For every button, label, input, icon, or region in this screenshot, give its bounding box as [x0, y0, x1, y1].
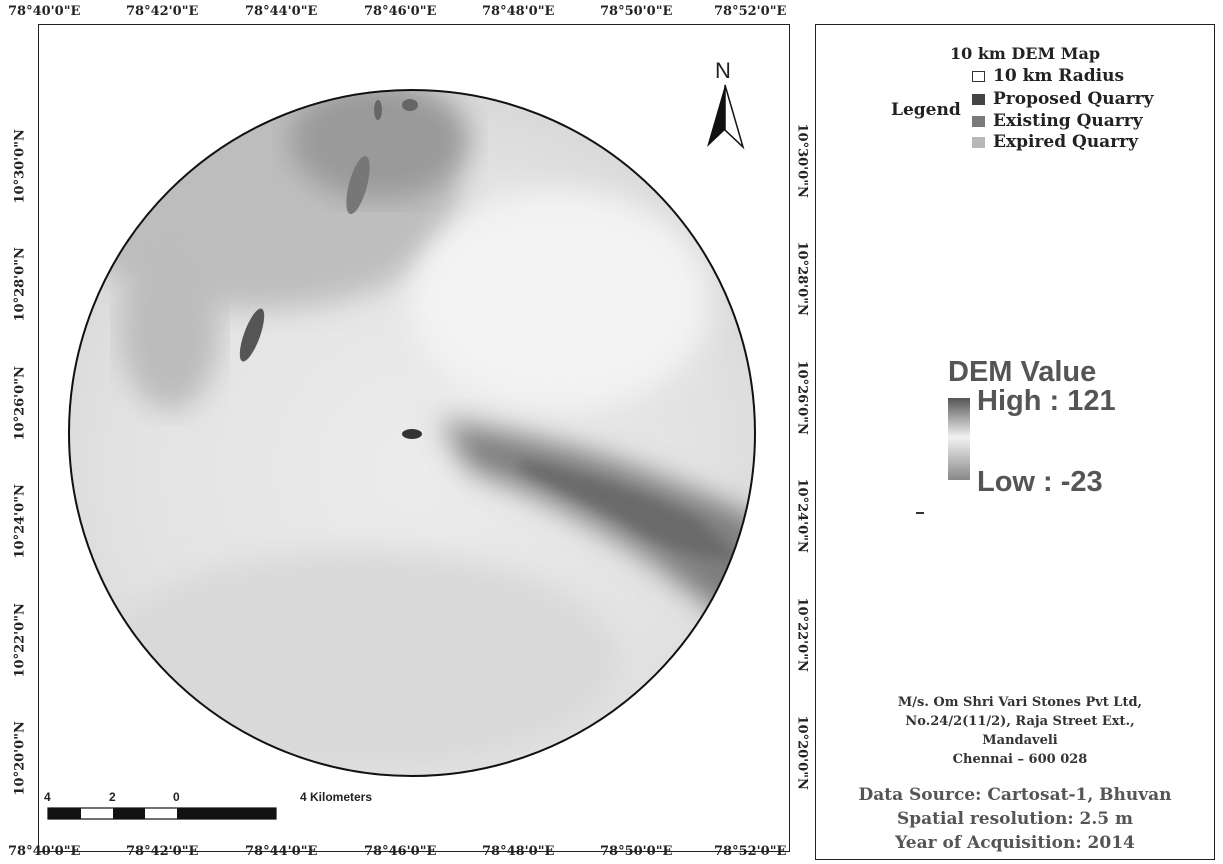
top-tick: 78°46'0"E	[364, 4, 437, 19]
expired-swatch-icon	[972, 136, 985, 148]
bottom-tick: 78°42'0"E	[126, 844, 199, 859]
scale-label: 0	[173, 790, 180, 804]
existing-swatch-icon	[972, 115, 985, 127]
legend-item-label: Expired Quarry	[993, 132, 1138, 152]
scale-bar	[47, 807, 277, 820]
address-line: Chennai – 600 028	[952, 752, 1088, 767]
data-source: Data Source: Cartosat-1, Bhuvan	[858, 785, 1172, 805]
left-tick: 10°24'0"N	[12, 484, 28, 559]
left-tick: 10°20'0"N	[12, 721, 28, 796]
spatial-resolution: Spatial resolution: 2.5 m	[896, 809, 1134, 829]
top-tick: 78°52'0"E	[714, 4, 787, 19]
legend-item-proposed: Proposed Quarry	[972, 89, 1153, 109]
left-tick: 10°28'0"N	[12, 247, 28, 322]
proposed-swatch-icon	[972, 93, 985, 105]
legend-item-existing: Existing Quarry	[972, 111, 1143, 131]
right-tick: 10°28'0"N	[794, 241, 810, 316]
dem-low-label: Low : -23	[977, 466, 1103, 498]
ramp-marker	[916, 512, 924, 514]
address-line: M/s. Om Shri Vari Stones Pvt Ltd,	[897, 695, 1143, 710]
scale-label: 2	[109, 790, 116, 804]
address-line: No.24/2(11/2), Raja Street Ext.,	[905, 714, 1135, 729]
right-tick: 10°26'0"N	[794, 360, 810, 435]
address-line: Mandaveli	[982, 733, 1058, 748]
left-tick: 10°22'0"N	[12, 603, 28, 678]
bottom-tick: 78°48'0"E	[482, 844, 555, 859]
bottom-tick: 78°46'0"E	[364, 844, 437, 859]
right-tick: 10°24'0"N	[794, 478, 810, 553]
bottom-tick: 78°50'0"E	[600, 844, 673, 859]
dem-raster	[69, 90, 755, 776]
legend-item-radius: 10 km Radius	[972, 66, 1124, 86]
top-tick: 78°40'0"E	[8, 4, 81, 19]
acquisition-year: Year of Acquisition: 2014	[895, 833, 1135, 853]
top-tick: 78°44'0"E	[245, 4, 318, 19]
legend-item-label: Existing Quarry	[993, 111, 1143, 131]
scale-label: 4 Kilometers	[300, 790, 373, 804]
north-arrow-icon	[707, 84, 745, 150]
bottom-tick: 78°44'0"E	[245, 844, 318, 859]
legend-title: 10 km DEM Map	[950, 44, 1101, 63]
legend-item-label: Proposed Quarry	[993, 89, 1154, 109]
right-tick: 10°22'0"N	[794, 597, 810, 672]
bottom-tick: 78°52'0"E	[714, 844, 787, 859]
bottom-tick: 78°40'0"E	[8, 844, 81, 859]
top-tick: 78°48'0"E	[482, 4, 555, 19]
right-tick: 10°30'0"N	[794, 123, 810, 198]
left-tick: 10°30'0"N	[12, 129, 28, 204]
legend-label: Legend	[891, 100, 961, 120]
north-label: N	[715, 58, 731, 83]
right-tick: 10°20'0"N	[794, 715, 810, 790]
scale-label: 4	[44, 790, 51, 804]
dem-title: DEM Value	[948, 356, 1097, 388]
dem-high-label: High : 121	[977, 385, 1116, 417]
radius-circle	[68, 89, 756, 777]
left-tick: 10°26'0"N	[12, 366, 28, 441]
legend-panel	[815, 24, 1215, 860]
legend-item-label: 10 km Radius	[993, 66, 1125, 86]
top-tick: 78°42'0"E	[126, 4, 199, 19]
radius-swatch-icon	[972, 70, 985, 82]
top-tick: 78°50'0"E	[600, 4, 673, 19]
dem-color-ramp	[948, 398, 970, 480]
legend-item-expired: Expired Quarry	[972, 132, 1138, 152]
